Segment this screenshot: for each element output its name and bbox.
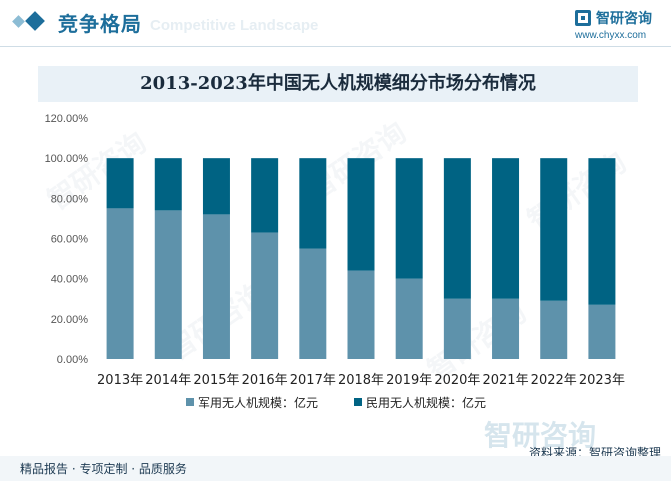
x-tick-label: 2013年: [97, 373, 143, 388]
bar-military: [106, 208, 134, 359]
bar-civil: [202, 158, 230, 215]
bar-military: [202, 214, 230, 359]
bar-military: [540, 300, 568, 359]
bar-civil: [443, 158, 471, 299]
brand-logo: 智研咨询 www.chyxx.com: [575, 8, 655, 42]
legend-label-military: 军用无人机规模：亿元: [198, 395, 318, 410]
y-tick-label: 80.00%: [51, 193, 89, 205]
x-tick-label: 2023年: [579, 373, 625, 388]
page-title-en: Competitive Landscape: [150, 17, 319, 34]
y-tick-label: 0.00%: [57, 354, 88, 366]
x-tick-label: 2021年: [482, 373, 528, 388]
y-tick-label: 40.00%: [51, 274, 89, 286]
x-tick-label: 2015年: [193, 373, 239, 388]
bar-civil: [395, 158, 423, 279]
header-divider: [0, 46, 671, 47]
diamond-icon: [25, 11, 45, 31]
page-title: 竞争格局: [58, 12, 142, 36]
stacked-bar-chart: 0.00% 20.00% 40.00% 60.00% 80.00% 100.00% 120.…: [45, 113, 625, 410]
x-tick-label: 2019年: [386, 373, 432, 388]
bar-civil: [154, 158, 182, 211]
bar-military: [395, 278, 423, 359]
bar-military: [443, 298, 471, 359]
y-tick-label: 100.00%: [45, 153, 89, 165]
y-tick-label: 20.00%: [51, 314, 89, 326]
legend-label-civil: 民用无人机规模：亿元: [366, 395, 486, 410]
legend-swatch-civil: [354, 398, 362, 406]
bar-civil: [251, 158, 279, 233]
bar-military: [492, 298, 520, 359]
x-tick-label: 2018年: [338, 373, 384, 388]
x-tick-label: 2016年: [242, 373, 288, 388]
bar-civil: [588, 158, 616, 305]
footer-brand: 智研咨询: [484, 419, 597, 452]
bar-military: [154, 210, 182, 359]
x-tick-label: 2017年: [290, 373, 336, 388]
logo-url: www.chyxx.com: [575, 30, 647, 41]
x-tick-label: 2014年: [145, 373, 191, 388]
y-tick-label: 120.00%: [45, 113, 89, 125]
bar-military: [299, 248, 327, 359]
bar-military: [251, 232, 279, 359]
y-tick-label: 60.00%: [51, 234, 89, 246]
x-tick-label: 2020年: [434, 373, 480, 388]
bar-civil: [106, 158, 134, 209]
chart-title: 2013-2023年中国无人机规模细分市场分布情况: [140, 73, 536, 94]
diamond-icon: [12, 15, 25, 28]
page-header: 竞争格局 Competitive Landscape 智研咨询 www.chyx…: [0, 0, 671, 48]
footer-band: [0, 456, 671, 481]
logo-mark-icon: [575, 10, 591, 26]
footer-slogan: 精品报告 · 专项定制 · 品质服务: [20, 462, 187, 476]
chart-title-box: 2013-2023年中国无人机规模细分市场分布情况: [38, 66, 638, 102]
bar-military: [347, 270, 375, 359]
legend-swatch-military: [186, 398, 194, 406]
x-tick-label: 2022年: [531, 373, 577, 388]
bar-civil: [347, 158, 375, 271]
bar-civil: [492, 158, 520, 299]
bar-military: [588, 304, 616, 359]
bar-civil: [540, 158, 568, 301]
bar-civil: [299, 158, 327, 249]
logo-name: 智研咨询: [596, 11, 652, 27]
